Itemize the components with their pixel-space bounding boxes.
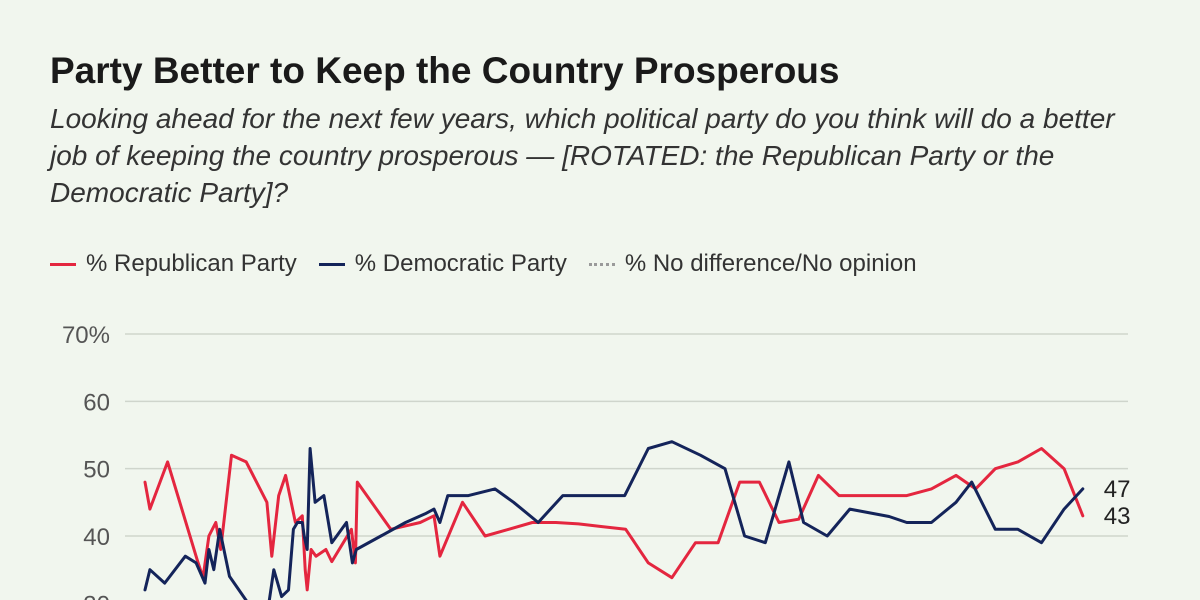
gridlines — [125, 333, 1128, 537]
legend-item-republican: % Republican Party — [50, 250, 297, 278]
legend-label-democratic: % Democratic Party — [354, 250, 567, 277]
legend-swatch-no-difference — [588, 262, 615, 266]
y-tick-label-50: 50 — [83, 457, 110, 484]
series-line-democratic-party — [143, 440, 1085, 600]
series-line-republican-party — [143, 447, 1085, 592]
legend-label-no-difference: % No difference/No opinion — [624, 250, 917, 277]
chart-title: Party Better to Keep the Country Prosper… — [50, 50, 840, 91]
y-tick-label-30: 30 — [83, 591, 110, 600]
legend-swatch-republican — [50, 262, 76, 266]
y-tick-label-60: 60 — [83, 389, 110, 416]
chart-subtitle: Looking ahead for the next few years, wh… — [50, 103, 1115, 208]
y-axis-ticks: 70% 60 50 40 30 — [62, 322, 110, 600]
legend-swatch-democratic — [318, 262, 345, 266]
legend: % Republican Party % Democratic Party % … — [50, 250, 939, 278]
y-tick-label-40: 40 — [83, 524, 110, 551]
legend-label-republican: % Republican Party — [86, 250, 297, 277]
legend-item-democratic: % Democratic Party — [318, 250, 567, 278]
series-lines — [143, 440, 1085, 600]
legend-item-no-difference: % No difference/No opinion — [588, 250, 917, 278]
y-tick-label-70: 70% — [62, 322, 110, 349]
end-label-series-1: 47 — [1104, 476, 1131, 503]
end-label-series-0: 43 — [1104, 503, 1131, 530]
